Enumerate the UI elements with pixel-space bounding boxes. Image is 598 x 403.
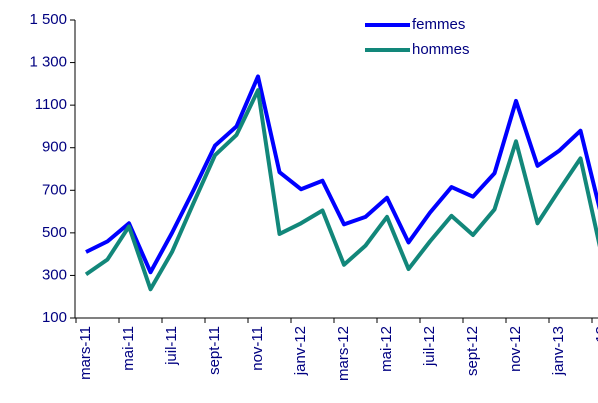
y-tick-label: 1 300: [29, 54, 67, 71]
line-series: [84, 88, 598, 292]
legend-label: femmes: [412, 16, 465, 33]
x-tick-label: juil-11: [163, 326, 180, 366]
y-tick-label: 300: [42, 266, 67, 283]
y-tick-label: 900: [42, 139, 67, 156]
legend-label: hommes: [412, 41, 470, 58]
x-tick-label: nov-12: [507, 326, 524, 372]
x-tick-label: sept-12: [464, 326, 481, 376]
x-tick-label: juil-12: [421, 326, 438, 367]
x-tick-label: sept-11: [206, 326, 223, 375]
y-tick-label: 700: [42, 181, 67, 198]
plot-area: [84, 74, 598, 292]
x-tick-label: janv-12: [292, 326, 309, 376]
y-tick-label: 500: [42, 224, 67, 241]
y-tick-label: 1100: [35, 96, 67, 113]
y-tick-label: 100: [42, 309, 67, 326]
x-tick-label: mars-13: [593, 326, 598, 381]
x-tick-label: nov-11: [249, 326, 266, 371]
x-tick-label: mars-11: [77, 326, 94, 380]
x-tick-label: mai-11: [120, 326, 137, 371]
y-tick-label: 1 500: [29, 11, 67, 28]
x-tick-label: mai-12: [378, 326, 395, 372]
line-series: [85, 74, 598, 275]
x-tick-label: janv-13: [550, 326, 567, 376]
x-tick-label: mars-12: [335, 326, 352, 381]
